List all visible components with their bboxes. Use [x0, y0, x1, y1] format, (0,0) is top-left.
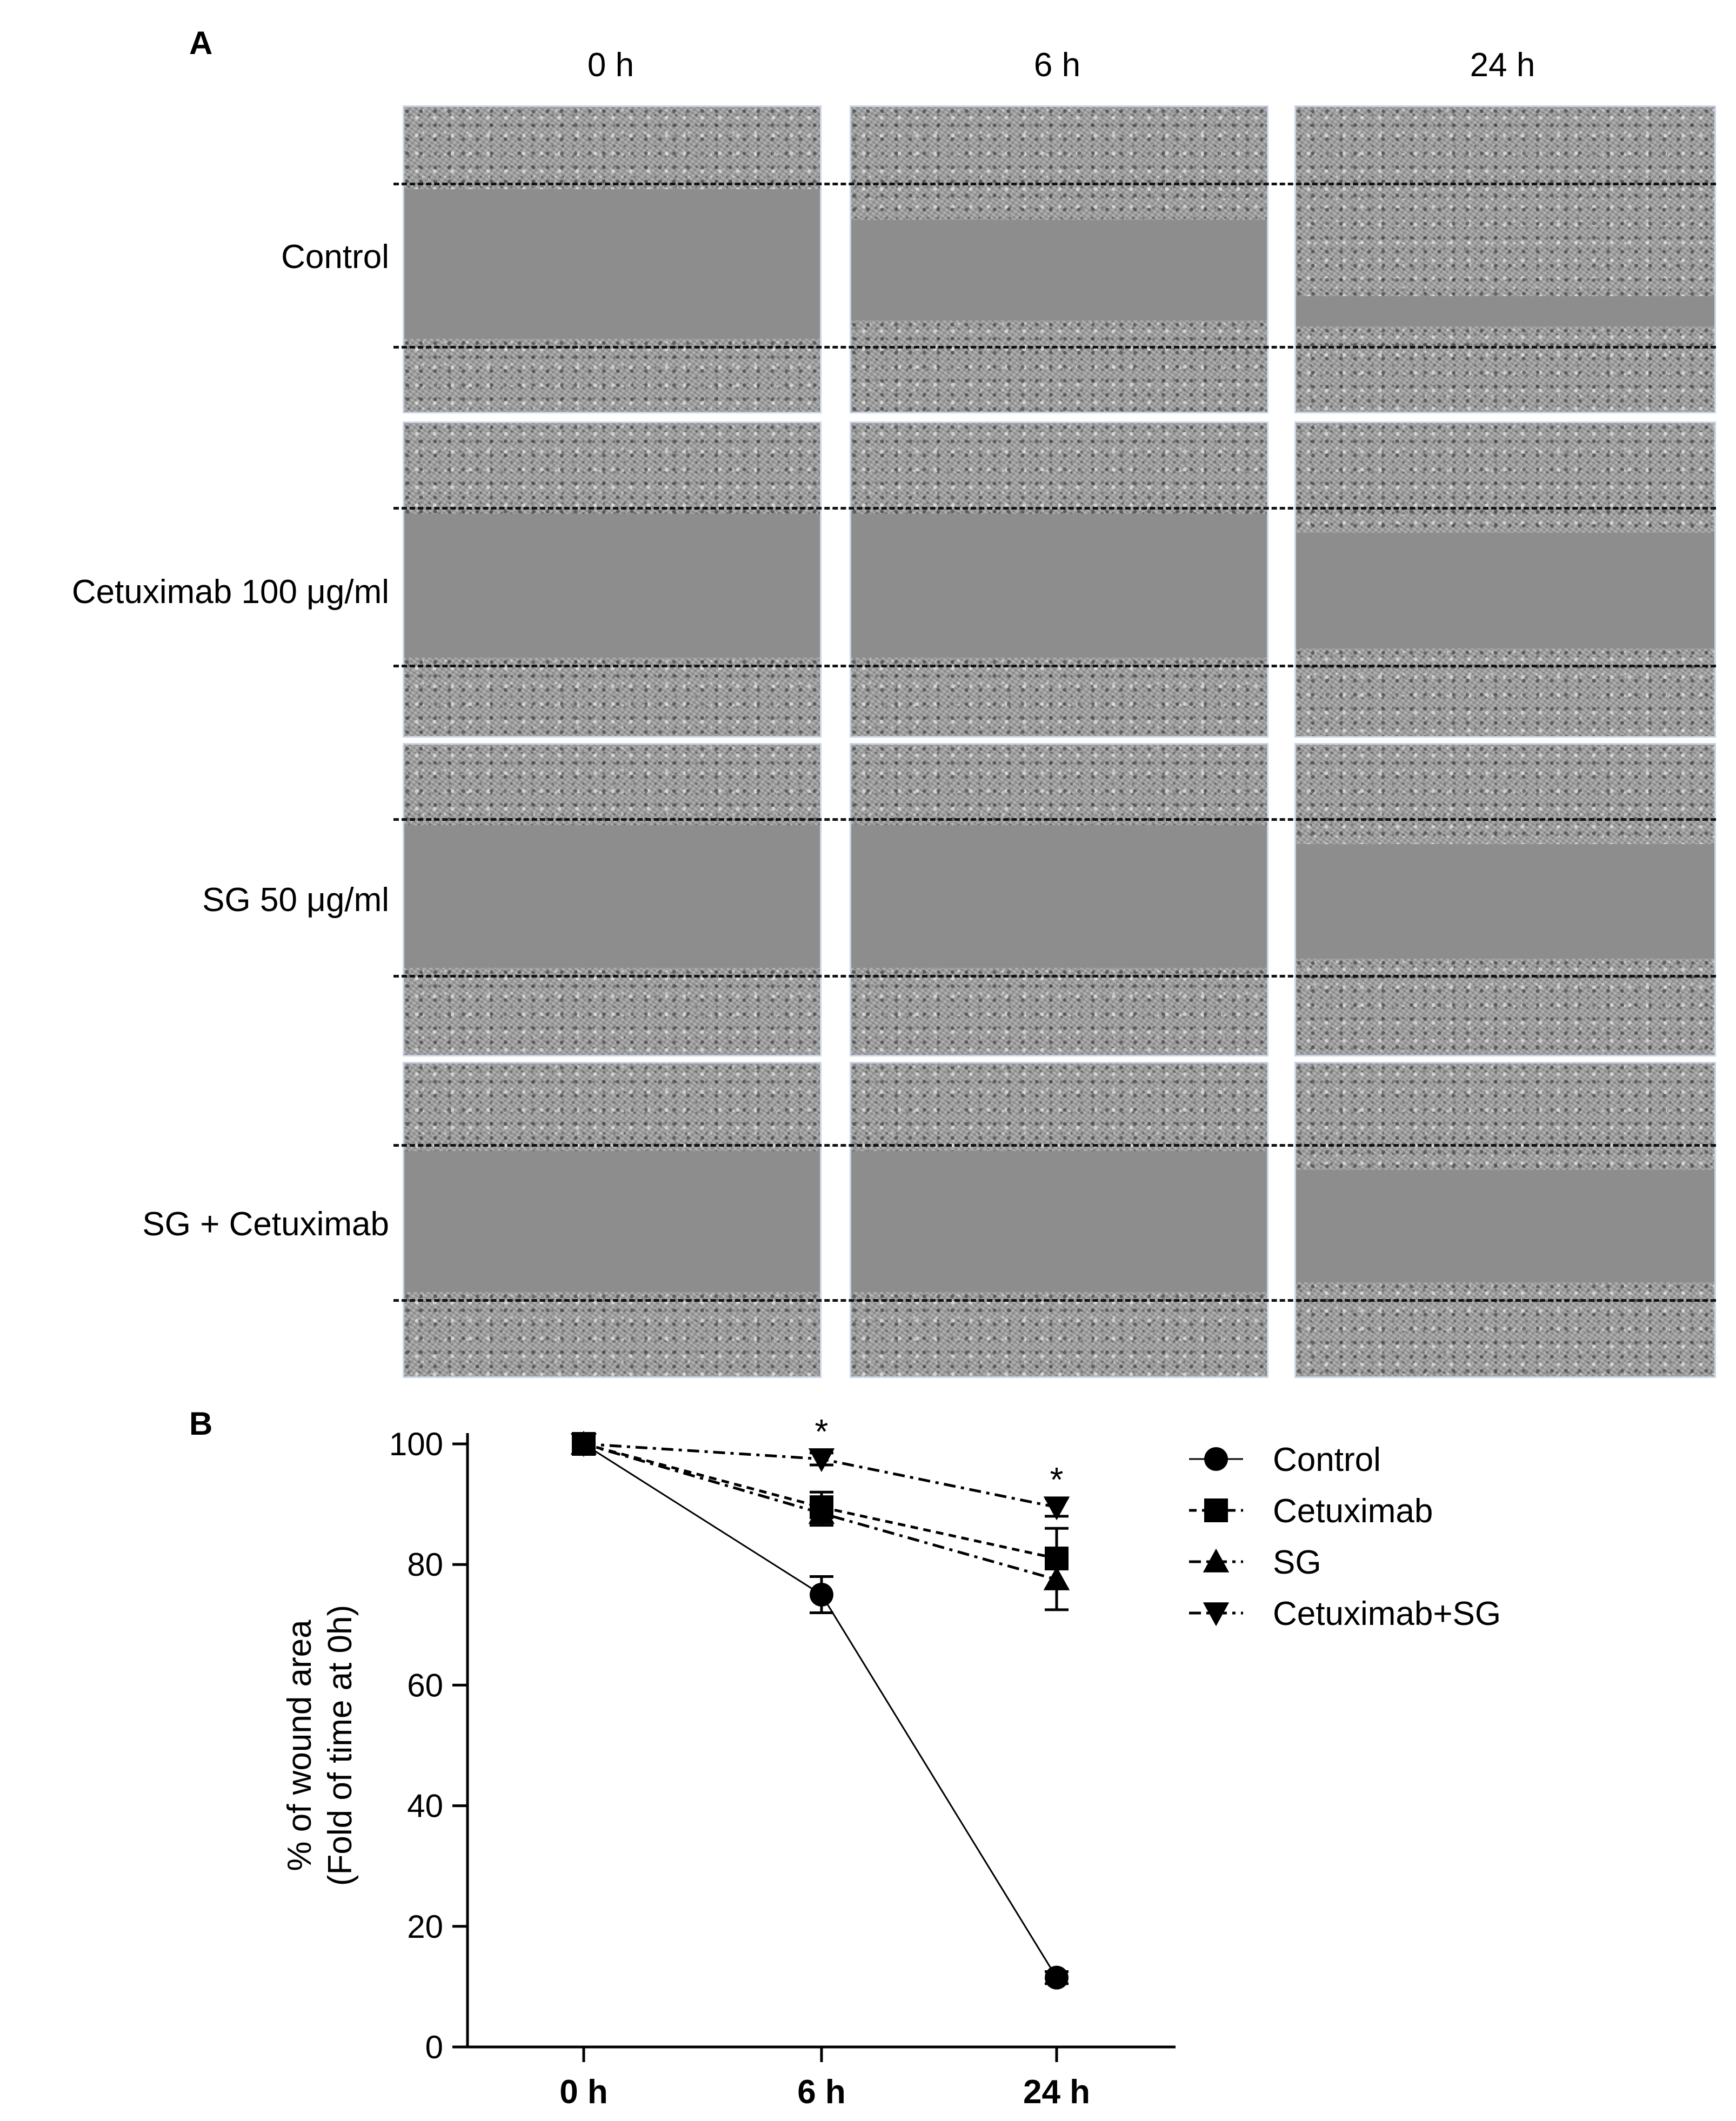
cell-layer-bottom [1296, 959, 1714, 1055]
cell-layer-top [404, 423, 820, 514]
cell-layer-bottom [851, 658, 1267, 736]
y-axis-label: % of wound area(Fold of time at 0h) [281, 1605, 359, 1886]
row-label-sg-cetuximab: SG + Cetuximab [142, 1206, 389, 1243]
y-tick-label: 80 [407, 1547, 443, 1583]
wound-gap [404, 189, 820, 339]
cell-layer-bottom [851, 1292, 1267, 1376]
cell-layer-top [404, 745, 820, 826]
wound-edge-bottom-line [393, 345, 1716, 349]
cell-layer-top [1296, 107, 1714, 296]
cell-layer-bottom [1296, 326, 1714, 412]
micrograph-0h-row4 [403, 1062, 822, 1378]
wound-edge-top-line [393, 506, 1716, 510]
wound-gap [851, 219, 1267, 320]
data-point-control [1045, 1965, 1069, 1990]
cell-layer-bottom [404, 658, 820, 736]
legend-marker-cetuximab [1204, 1498, 1228, 1522]
wound-gap [851, 513, 1267, 658]
legend-marker-sg [1203, 1548, 1230, 1573]
series-line-cetuximab [583, 1442, 1057, 1560]
data-point-sg [808, 1500, 835, 1524]
cell-layer-bottom [851, 320, 1267, 412]
micrograph-6h-row2 [850, 421, 1268, 738]
x-tick-label: 6 h [797, 2073, 846, 2111]
wound-gap [404, 825, 820, 968]
cell-layer-top [851, 107, 1267, 220]
y-tick-label: 20 [407, 1909, 443, 1945]
data-point-cetuximab-sg [808, 1448, 835, 1473]
wound-gap [404, 1151, 820, 1292]
cell-layer-top [404, 107, 820, 190]
micrograph-0h-row2 [403, 421, 822, 738]
micrograph-24h-row3 [1294, 743, 1716, 1056]
cell-layer-bottom [404, 968, 820, 1055]
wound-gap [1296, 844, 1714, 959]
wound-gap [851, 825, 1267, 968]
cell-layer-top [1296, 745, 1714, 844]
wound-edge-top-line [393, 818, 1716, 821]
micrograph-24h-row1 [1294, 105, 1716, 413]
series-line-sg [583, 1442, 1057, 1581]
cell-layer-top [851, 1063, 1267, 1152]
micrograph-24h-row4 [1294, 1062, 1716, 1378]
cell-layer-bottom [404, 1292, 820, 1376]
row-label-cetuximab: Cetuximab 100 μg/ml [71, 573, 389, 611]
wound-edge-top-line [393, 1144, 1716, 1147]
panel-a-label: A [189, 25, 213, 61]
wound-edge-bottom-line [393, 1299, 1716, 1302]
wound-edge-top-line [393, 182, 1716, 185]
micrograph-6h-row4 [850, 1062, 1268, 1378]
wound-gap [1296, 296, 1714, 327]
y-tick-label: 100 [389, 1426, 443, 1462]
data-point-cetuximab-sg [570, 1433, 597, 1457]
data-point-control [810, 1583, 833, 1607]
micrograph-0h-row1 [403, 105, 822, 413]
cell-layer-top [1296, 423, 1714, 533]
wound-edge-bottom-line [393, 665, 1716, 668]
cell-layer-top [851, 745, 1267, 826]
legend-marker-cetuximab-sg [1203, 1602, 1230, 1627]
wound-gap [404, 513, 820, 658]
significance-asterisk: * [815, 1412, 829, 1451]
cell-layer-bottom [404, 338, 820, 412]
column-label-24h: 24 h [1470, 46, 1535, 84]
y-tick-label: 60 [407, 1667, 443, 1703]
cell-layer-top [404, 1063, 820, 1152]
row-label-control: Control [281, 238, 389, 276]
y-tick-label: 0 [425, 2029, 443, 2065]
wound-edge-bottom-line [393, 975, 1716, 978]
cell-layer-bottom [851, 968, 1267, 1055]
legend-label-cetuximab-sg: Cetuximab+SG [1273, 1595, 1501, 1632]
row-label-sg: SG 50 μg/ml [202, 881, 389, 919]
significance-asterisk: * [1050, 1460, 1064, 1499]
data-point-cetuximab-sg [1043, 1496, 1070, 1521]
micrograph-6h-row1 [850, 105, 1268, 413]
legend-marker-control [1204, 1447, 1228, 1471]
wound-gap [851, 1151, 1267, 1292]
micrograph-0h-row3 [403, 743, 822, 1056]
legend-label-sg: SG [1273, 1544, 1321, 1581]
cell-layer-bottom [1296, 1282, 1714, 1376]
cell-layer-bottom [1296, 648, 1714, 736]
micrograph-6h-row3 [850, 743, 1268, 1056]
cell-layer-top [851, 423, 1267, 514]
x-tick-label: 24 h [1023, 2073, 1090, 2111]
wound-gap [1296, 1169, 1714, 1283]
legend-label-control: Control [1273, 1441, 1381, 1478]
data-point-sg [1043, 1566, 1070, 1590]
y-tick-label: 40 [407, 1788, 443, 1824]
legend-label-cetuximab: Cetuximab [1273, 1493, 1433, 1530]
x-tick-label: 0 h [559, 2073, 608, 2111]
column-label-6h: 6 h [1033, 46, 1081, 84]
cell-layer-top [1296, 1063, 1714, 1170]
micrograph-24h-row2 [1294, 421, 1716, 738]
column-label-0h: 0 h [587, 46, 635, 84]
panel-b-label: B [189, 1406, 213, 1442]
wound-gap [1296, 532, 1714, 648]
